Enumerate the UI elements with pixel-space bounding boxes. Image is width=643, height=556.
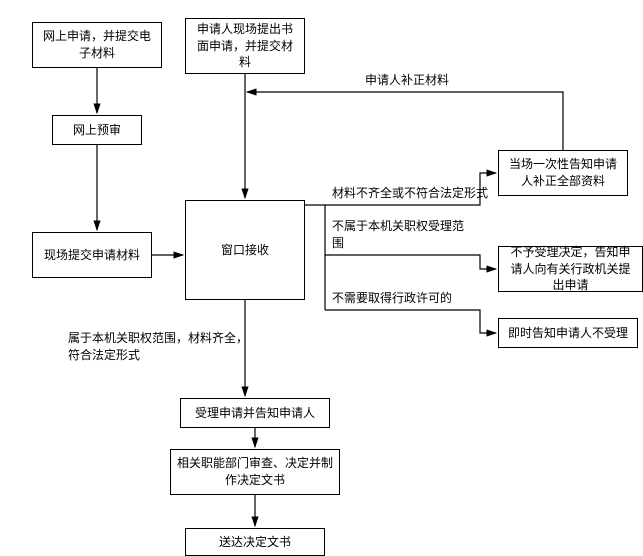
node-text: 网上申请，并提交电子材料: [39, 28, 155, 62]
edge-label-no-permit: 不需要取得行政许可的: [332, 290, 452, 307]
node-text: 现场提交申请材料: [44, 247, 140, 264]
label-text: 属于本机关职权范围，材料齐全，符合法定形式: [68, 331, 248, 362]
node-online-review: 网上预审: [52, 115, 142, 145]
edge-label-supplement: 申请人补正材料: [365, 72, 449, 89]
node-text: 送达决定文书: [219, 534, 291, 551]
node-instant-reject: 即时告知申请人不受理: [498, 318, 638, 348]
node-window-receive: 窗口接收: [185, 200, 305, 300]
node-online-apply: 网上申请，并提交电子材料: [32, 22, 162, 68]
node-onsite-apply: 申请人现场提出书面申请，并提交材料: [185, 18, 305, 74]
label-text: 材料不齐全或不符合法定形式: [332, 186, 488, 200]
node-text: 不予受理决定，告知申请人向有关行政机关提出申请: [505, 244, 636, 294]
node-accept-notify: 受理申请并告知申请人: [180, 398, 330, 428]
node-dept-review: 相关职能部门审查、决定并制作决定文书: [170, 449, 340, 495]
edge-label-incomplete: 材料不齐全或不符合法定形式: [332, 185, 488, 202]
node-text: 申请人现场提出书面申请，并提交材料: [192, 21, 298, 71]
node-notify-supplement: 当场一次性告知申请人补正全部资料: [498, 150, 628, 196]
node-reject-decision: 不予受理决定，告知申请人向有关行政机关提出申请: [498, 246, 643, 292]
node-text: 即时告知申请人不受理: [508, 325, 628, 342]
edge-label-not-jurisdiction: 不属于本机关职权受理范围: [332, 218, 472, 252]
node-onsite-submit: 现场提交申请材料: [32, 232, 152, 278]
flowchart-canvas: 网上申请，并提交电子材料 申请人现场提出书面申请，并提交材料 网上预审 现场提交…: [0, 0, 643, 556]
label-text: 不属于本机关职权受理范围: [332, 219, 464, 250]
node-text: 窗口接收: [221, 242, 269, 259]
label-text: 申请人补正材料: [365, 73, 449, 87]
node-text: 相关职能部门审查、决定并制作决定文书: [177, 455, 333, 489]
edge-label-complete: 属于本机关职权范围，材料齐全，符合法定形式: [68, 330, 248, 364]
node-text: 受理申请并告知申请人: [195, 405, 315, 422]
label-text: 不需要取得行政许可的: [332, 291, 452, 305]
node-text: 网上预审: [73, 122, 121, 139]
node-text: 当场一次性告知申请人补正全部资料: [505, 156, 621, 190]
node-deliver-doc: 送达决定文书: [185, 528, 325, 556]
